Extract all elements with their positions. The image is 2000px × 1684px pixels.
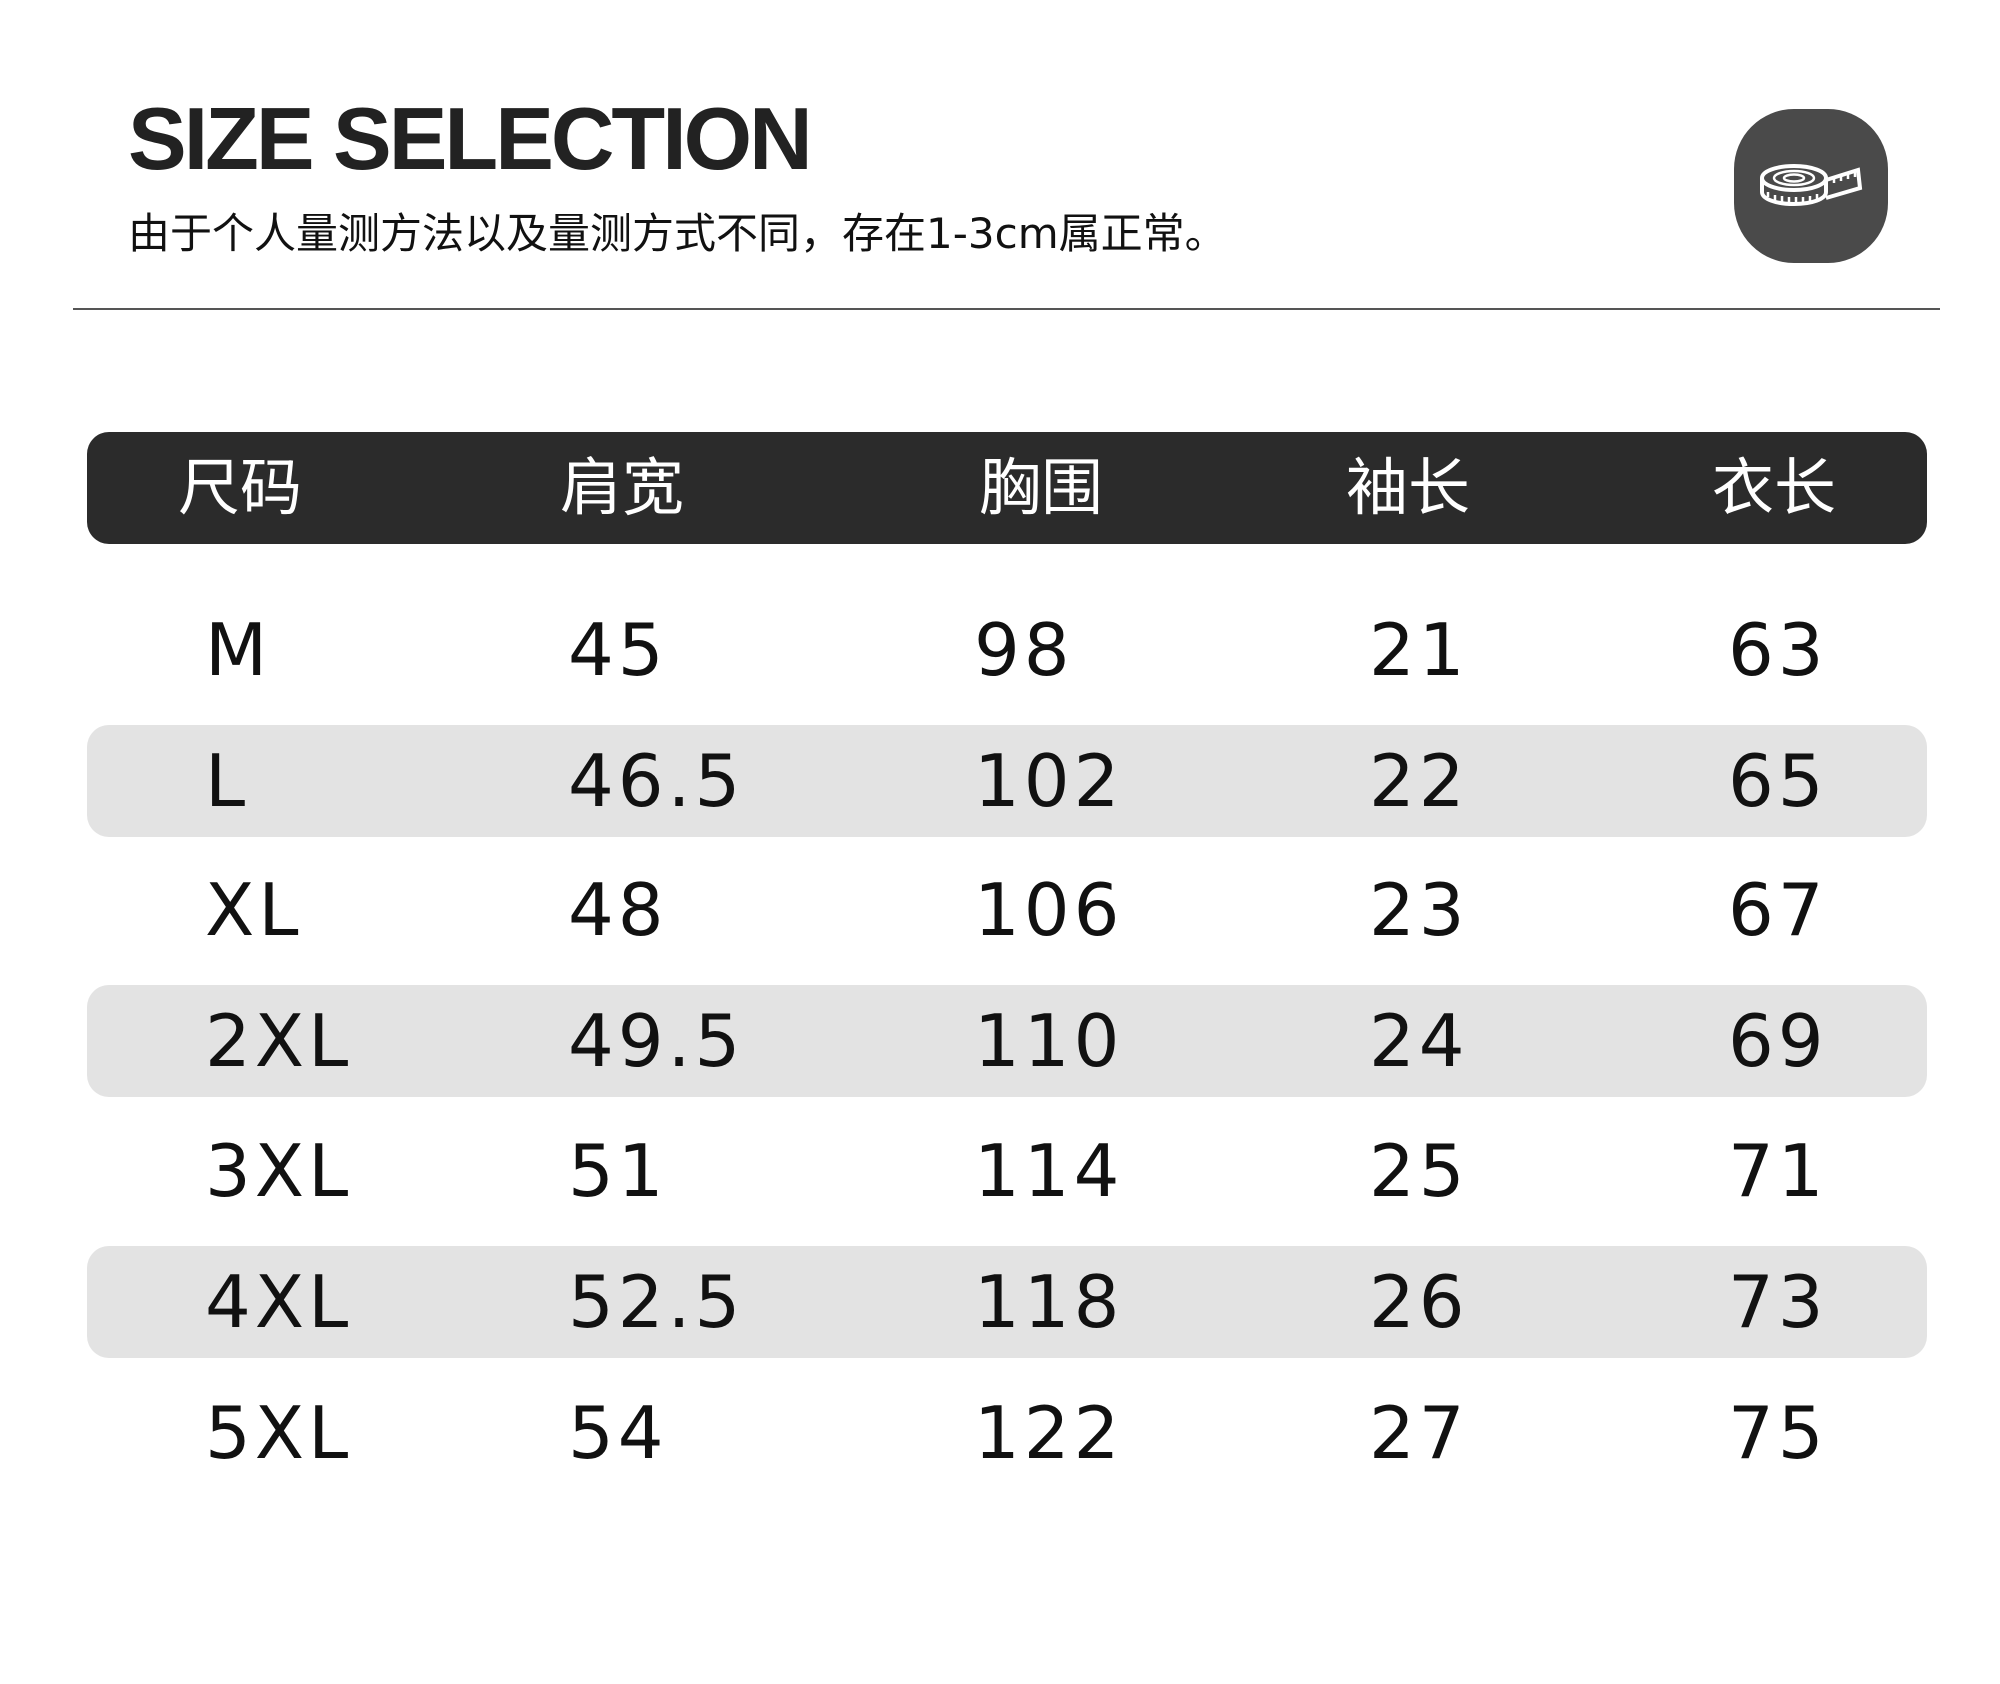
cell-sleeve: 27: [1369, 1391, 1469, 1475]
cell-size: 5XL: [205, 1391, 353, 1475]
column-header-sleeve: 袖长: [1345, 451, 1471, 524]
cell-sleeve: 21: [1369, 608, 1469, 692]
table-row: XL 48 106 23 67: [87, 854, 1927, 966]
cell-size: 2XL: [205, 999, 353, 1083]
cell-shoulder: 46.5: [568, 739, 745, 823]
cell-shoulder: 51: [568, 1129, 668, 1213]
cell-length: 65: [1728, 739, 1828, 823]
cell-size: 3XL: [205, 1129, 353, 1213]
cell-chest: 98: [974, 608, 1074, 692]
cell-sleeve: 23: [1369, 868, 1469, 952]
cell-length: 67: [1728, 868, 1828, 952]
cell-shoulder: 48: [568, 868, 668, 952]
cell-length: 63: [1728, 608, 1828, 692]
cell-sleeve: 25: [1369, 1129, 1469, 1213]
cell-sleeve: 22: [1369, 739, 1469, 823]
cell-shoulder: 52.5: [568, 1260, 745, 1344]
table-header: 尺码 肩宽 胸围 袖长 衣长: [87, 432, 1927, 544]
cell-size: M: [205, 608, 272, 692]
cell-sleeve: 26: [1369, 1260, 1469, 1344]
cell-size: L: [205, 739, 250, 823]
cell-chest: 118: [974, 1260, 1124, 1344]
cell-sleeve: 24: [1369, 999, 1469, 1083]
cell-size: 4XL: [205, 1260, 353, 1344]
table-row: M 45 98 21 63: [87, 594, 1927, 706]
cell-length: 69: [1728, 999, 1828, 1083]
column-header-shoulder: 肩宽: [559, 451, 685, 524]
cell-shoulder: 45: [568, 608, 668, 692]
cell-chest: 110: [974, 999, 1124, 1083]
cell-chest: 122: [974, 1391, 1124, 1475]
cell-size: XL: [205, 868, 303, 952]
cell-chest: 106: [974, 868, 1124, 952]
table-row: L 46.5 102 22 65: [87, 725, 1927, 837]
cell-length: 71: [1728, 1129, 1828, 1213]
cell-chest: 102: [974, 739, 1124, 823]
cell-shoulder: 54: [568, 1391, 668, 1475]
table-row: 3XL 51 114 25 71: [87, 1115, 1927, 1227]
cell-length: 73: [1728, 1260, 1828, 1344]
divider: [73, 308, 1940, 310]
column-header-chest: 胸围: [978, 451, 1104, 524]
cell-shoulder: 49.5: [568, 999, 745, 1083]
table-row: 2XL 49.5 110 24 69: [87, 985, 1927, 1097]
column-header-size: 尺码: [177, 451, 303, 524]
measuring-tape-icon: [1760, 164, 1863, 207]
table-row: 5XL 54 122 27 75: [87, 1377, 1927, 1489]
page-title: SIZE SELECTION: [128, 89, 813, 188]
subtitle-note: 由于个人量测方法以及量测方式不同，存在1-3cm属正常。: [128, 209, 1227, 258]
cell-chest: 114: [974, 1129, 1124, 1213]
measuring-tape-badge: [1734, 109, 1888, 263]
column-header-length: 衣长: [1711, 451, 1837, 524]
cell-length: 75: [1728, 1391, 1828, 1475]
table-row: 4XL 52.5 118 26 73: [87, 1246, 1927, 1358]
